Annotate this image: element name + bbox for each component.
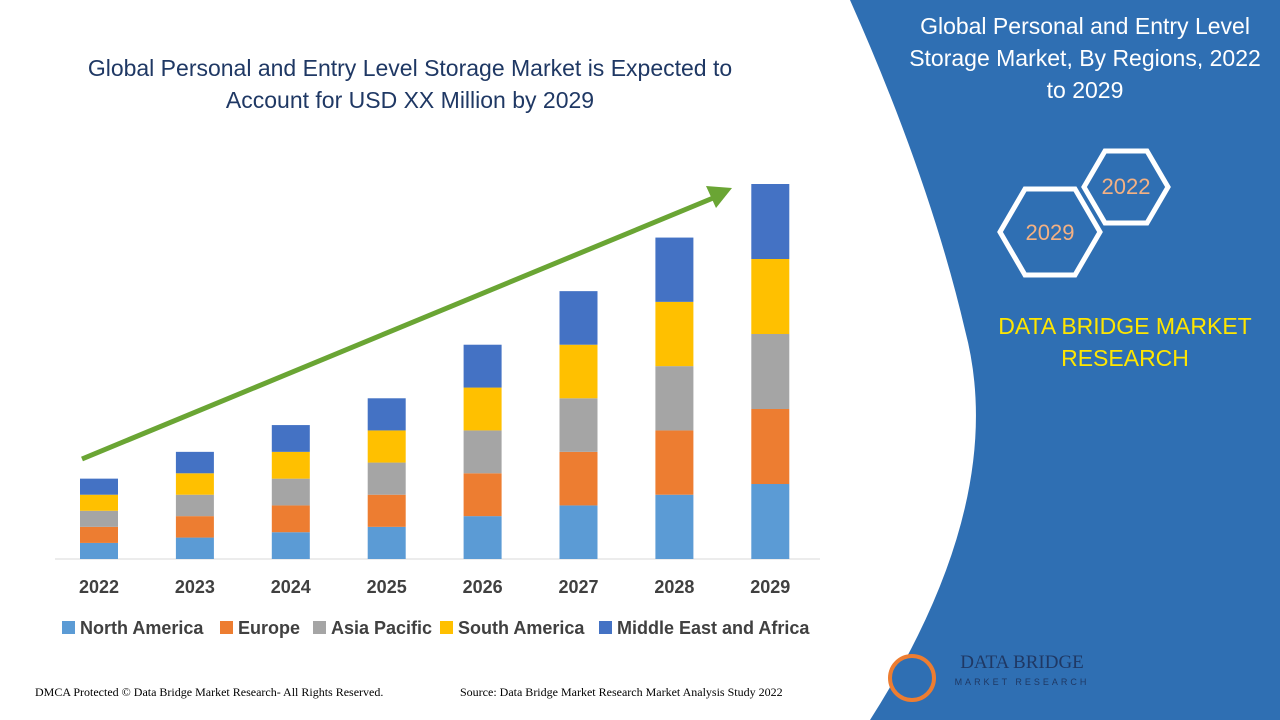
- legend-swatch: [599, 621, 612, 634]
- x-tick-label: 2022: [79, 577, 119, 597]
- legend-label: North America: [80, 618, 204, 638]
- bar-segment: [463, 387, 502, 431]
- hexagon: [1081, 148, 1171, 226]
- logo-name: DATA BRIDGE: [960, 652, 1084, 673]
- legend-label: Middle East and Africa: [617, 618, 810, 638]
- bar-segment: [367, 462, 406, 495]
- bar-segment: [80, 478, 118, 495]
- bar-segment: [80, 526, 118, 543]
- x-tick-label: 2027: [558, 577, 598, 597]
- x-tick-label: 2028: [654, 577, 694, 597]
- hexagon: [997, 186, 1103, 278]
- bar-segment: [559, 291, 598, 345]
- x-tick-label: 2025: [367, 577, 407, 597]
- bar-segment: [655, 494, 694, 559]
- brand: DATA BRIDGE MARKET RESEARCH: [998, 313, 1252, 371]
- legend-label: Asia Pacific: [331, 618, 432, 638]
- dmca: DMCA Protected © Data Bridge Market Rese…: [35, 685, 384, 699]
- hex-label: 2029: [1026, 220, 1075, 245]
- bar-segment: [80, 494, 118, 511]
- bar-segment: [271, 425, 310, 452]
- bar-segment: [271, 478, 310, 506]
- legend-swatch: [220, 621, 233, 634]
- bar-segment: [463, 344, 502, 388]
- bar-segment: [271, 532, 310, 559]
- bar-segment: [463, 473, 502, 517]
- bar-segment: [271, 505, 310, 533]
- bar-segment: [175, 516, 214, 538]
- x-tick-label: 2029: [750, 577, 790, 597]
- bar-segment: [559, 505, 598, 559]
- bar-segment: [751, 334, 790, 409]
- bar-segment: [751, 259, 790, 334]
- bar-segment: [367, 430, 406, 463]
- trend-arrow: [81, 193, 719, 462]
- bar-segment: [655, 237, 694, 302]
- bar-segment: [559, 344, 598, 399]
- bar-segment: [655, 430, 694, 495]
- x-tick-label: 2026: [463, 577, 503, 597]
- bar-segment: [80, 510, 118, 527]
- bar-segment: [559, 451, 598, 506]
- bar-segment: [175, 537, 214, 559]
- panel-title: Global Personal and Entry Level Storage …: [909, 13, 1261, 103]
- legend-swatch: [62, 621, 75, 634]
- source: Source: Data Bridge Market Research Mark…: [460, 685, 783, 699]
- hex-label: 2022: [1102, 174, 1151, 199]
- legend-swatch: [440, 621, 453, 634]
- bar-segment: [175, 451, 214, 474]
- bar-segment: [271, 451, 310, 479]
- legend-swatch: [313, 621, 326, 634]
- x-tick-label: 2024: [271, 577, 311, 597]
- bar-segment: [655, 366, 694, 431]
- bar-segment: [175, 494, 214, 517]
- bar-segment: [175, 473, 214, 495]
- chart-title: Global Personal and Entry Level Storage …: [87, 55, 733, 113]
- bar-segment: [80, 542, 118, 559]
- bar-segment: [751, 184, 790, 259]
- bar-segment: [751, 484, 790, 559]
- bar-segment: [463, 516, 502, 559]
- logo-mark: [888, 654, 936, 702]
- bar-segment: [367, 398, 406, 431]
- bar-segment: [655, 301, 694, 367]
- logo-sub: MARKET RESEARCH: [955, 677, 1090, 687]
- bar-segment: [367, 526, 406, 559]
- bar-segment: [463, 430, 502, 474]
- bar-segment: [751, 409, 790, 484]
- legend-label: South America: [458, 618, 585, 638]
- bar-segment: [559, 398, 598, 452]
- arrow-head: [706, 186, 732, 208]
- side-panel: [850, 0, 1280, 720]
- legend-label: Europe: [238, 618, 300, 638]
- x-tick-label: 2023: [175, 577, 215, 597]
- bar-segment: [367, 494, 406, 527]
